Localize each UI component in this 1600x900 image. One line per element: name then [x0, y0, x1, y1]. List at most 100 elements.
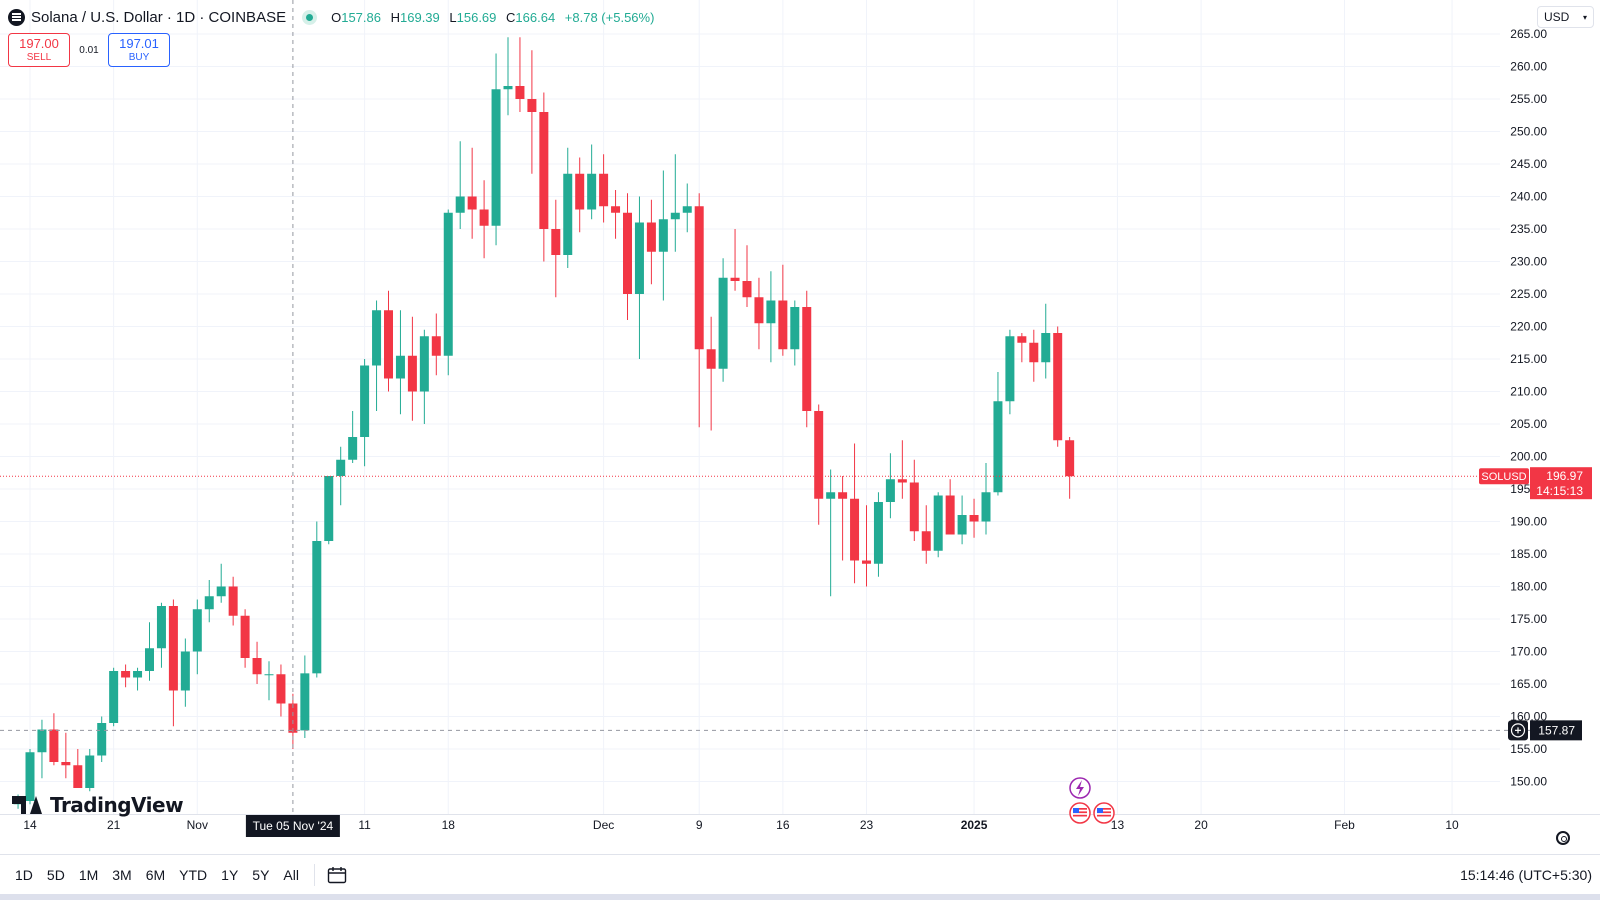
candle-body[interactable]	[133, 671, 143, 678]
range-5y[interactable]: 5Y	[252, 866, 270, 883]
candle-body[interactable]	[395, 355, 405, 379]
candle-body[interactable]	[216, 586, 226, 597]
settings-gear-icon[interactable]	[1556, 831, 1570, 845]
candle-body[interactable]	[646, 222, 656, 252]
candle-body[interactable]	[802, 307, 812, 411]
candle-body[interactable]	[1005, 336, 1015, 402]
candle-body[interactable]	[240, 615, 250, 658]
candle-body[interactable]	[551, 229, 561, 255]
candle-body[interactable]	[49, 729, 59, 763]
candle-body[interactable]	[826, 492, 836, 499]
candle-body[interactable]	[109, 671, 119, 723]
candle-body[interactable]	[539, 112, 549, 229]
candle-body[interactable]	[658, 219, 668, 252]
candle-body[interactable]	[419, 336, 429, 392]
candle-body[interactable]	[455, 196, 465, 213]
candle-body[interactable]	[563, 173, 573, 255]
range-6m[interactable]: 6M	[145, 866, 166, 883]
candle-body[interactable]	[587, 173, 597, 210]
candle-body[interactable]	[121, 671, 131, 678]
candle-body[interactable]	[312, 541, 322, 674]
symbol-title[interactable]: Solana / U.S. Dollar · 1D · COINBASE	[31, 8, 287, 26]
candle-body[interactable]	[145, 648, 154, 671]
candle-body[interactable]	[957, 515, 967, 535]
candle-body[interactable]	[670, 212, 680, 220]
candle-body[interactable]	[885, 479, 895, 502]
candle-body[interactable]	[897, 479, 907, 483]
candle-body[interactable]	[873, 502, 883, 564]
candle-body[interactable]	[778, 300, 788, 350]
candle-body[interactable]	[575, 173, 585, 210]
candle-body[interactable]	[276, 674, 286, 704]
candle-body[interactable]	[527, 99, 537, 112]
tradingview-logo[interactable]: TradingView	[12, 793, 184, 817]
candle-body[interactable]	[73, 765, 83, 788]
calendar-goto-icon[interactable]	[327, 866, 347, 884]
candle-body[interactable]	[37, 729, 47, 753]
candle-body[interactable]	[204, 596, 214, 610]
candle-body[interactable]	[862, 560, 871, 564]
candle-body[interactable]	[706, 349, 716, 369]
candle-body[interactable]	[467, 196, 477, 210]
candle-body[interactable]	[1053, 333, 1063, 441]
candle-body[interactable]	[156, 606, 166, 649]
candle-body[interactable]	[407, 355, 417, 392]
range-1y[interactable]: 1Y	[221, 866, 239, 883]
candle-body[interactable]	[192, 609, 202, 652]
candle-body[interactable]	[288, 703, 298, 733]
candle-body[interactable]	[515, 86, 525, 99]
candle-body[interactable]	[503, 86, 513, 90]
candle-body[interactable]	[61, 762, 71, 766]
candle-body[interactable]	[909, 482, 919, 532]
candle-body[interactable]	[1065, 440, 1075, 477]
candle-body[interactable]	[384, 310, 393, 379]
candle-body[interactable]	[694, 206, 704, 350]
candle-body[interactable]	[25, 752, 35, 801]
candle-body[interactable]	[300, 673, 310, 731]
sell-button[interactable]: 197.00 SELL	[8, 33, 70, 67]
candle-body[interactable]	[790, 307, 800, 350]
candle-body[interactable]	[168, 606, 178, 691]
candle-body[interactable]	[933, 495, 943, 551]
candle-body[interactable]	[228, 586, 238, 616]
candle-body[interactable]	[599, 173, 609, 207]
candle-body[interactable]	[479, 209, 489, 226]
candle-body[interactable]	[1029, 342, 1039, 363]
candle-body[interactable]	[348, 437, 358, 460]
clock-readout[interactable]: 15:14:46 (UTC+5:30)	[1460, 866, 1592, 883]
candle-body[interactable]	[97, 723, 107, 756]
candle-body[interactable]	[443, 212, 453, 356]
candle-body[interactable]	[981, 492, 991, 522]
candle-body[interactable]	[850, 498, 860, 561]
candle-body[interactable]	[85, 755, 95, 789]
candle-body[interactable]	[682, 206, 692, 213]
candle-body[interactable]	[252, 658, 262, 675]
candle-body[interactable]	[969, 515, 979, 522]
candle-body[interactable]	[921, 531, 931, 551]
candle-body[interactable]	[993, 401, 1003, 493]
range-all[interactable]: All	[283, 866, 299, 883]
range-1m[interactable]: 1M	[78, 866, 99, 883]
candle-body[interactable]	[766, 300, 776, 324]
market-status-icon[interactable]	[302, 9, 318, 25]
candle-body[interactable]	[360, 365, 370, 438]
candle-body[interactable]	[336, 459, 346, 476]
range-ytd[interactable]: YTD	[179, 866, 208, 883]
candle-body[interactable]	[180, 651, 190, 691]
candle-body[interactable]	[718, 277, 728, 369]
candle-body[interactable]	[324, 476, 334, 541]
candle-body[interactable]	[634, 222, 644, 295]
candle-body[interactable]	[611, 206, 621, 213]
buy-button[interactable]: 197.01 BUY	[108, 33, 170, 67]
range-5d[interactable]: 5D	[46, 866, 65, 883]
candle-body[interactable]	[1041, 333, 1051, 363]
range-3m[interactable]: 3M	[112, 866, 132, 883]
candle-body[interactable]	[372, 310, 382, 366]
range-1d[interactable]: 1D	[15, 866, 33, 883]
candle-body[interactable]	[1017, 336, 1027, 343]
candle-body[interactable]	[814, 411, 824, 499]
candle-body[interactable]	[754, 297, 764, 324]
candle-body[interactable]	[945, 495, 955, 535]
currency-select[interactable]: USD ▾	[1537, 6, 1594, 28]
